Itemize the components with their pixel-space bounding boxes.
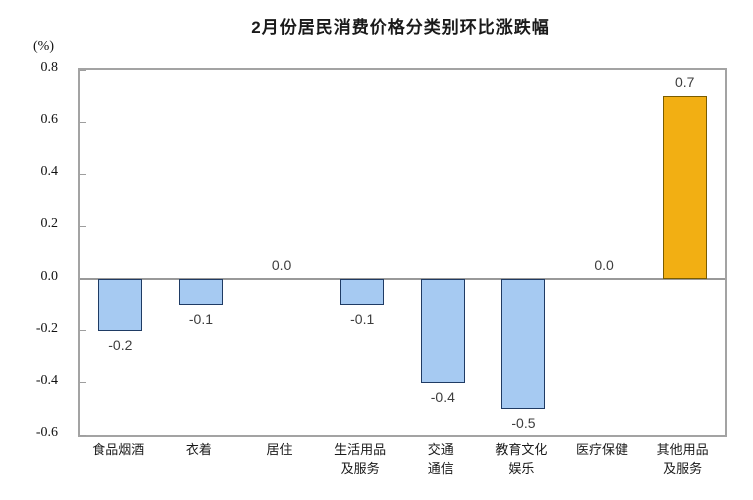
bar [340, 278, 385, 305]
y-axis-tick-mark [80, 225, 86, 227]
x-category-label: 生活用品 及服务 [334, 442, 387, 476]
bar-value-label: 0.0 [594, 256, 614, 273]
y-tick-label: 0.6 [40, 112, 59, 128]
x-category-label: 食品烟酒 [92, 442, 145, 457]
zero-axis-line [80, 277, 725, 280]
x-category-label: 医疗保健 [576, 442, 629, 457]
y-axis-tick-mark [80, 121, 86, 123]
y-tick-label: -0.6 [35, 425, 58, 440]
bar [662, 96, 707, 279]
x-category-label: 居住 [266, 442, 293, 457]
y-axis-tick-mark [80, 173, 86, 175]
bar [420, 278, 465, 383]
bar [178, 278, 223, 305]
y-tick-label: 0.2 [40, 216, 59, 232]
y-axis-tick-mark [80, 69, 86, 71]
y-tick-label: 0.8 [40, 60, 59, 75]
y-tick-label: 0.4 [40, 164, 59, 180]
x-category-label: 其他用品 及服务 [656, 442, 709, 476]
y-tick-label: -0.4 [35, 372, 58, 388]
bar-value-label: -0.4 [430, 388, 455, 405]
y-axis: 0.8 0.6 0.4 0.2 0.0 -0.2 -0.4 -0.6 [0, 60, 60, 440]
bar-value-label: 0.7 [674, 74, 695, 91]
x-category-label: 衣着 [185, 442, 212, 457]
y-tick-label: -0.2 [35, 320, 58, 336]
bar [501, 278, 546, 409]
bar [98, 278, 143, 331]
y-tick-label: 0.0 [40, 268, 59, 284]
bar-value-label: -0.5 [511, 414, 536, 431]
bar-value-label: -0.1 [188, 310, 213, 327]
bar-value-label: 0.0 [271, 256, 292, 273]
y-axis-tick-mark [80, 330, 86, 332]
bar-value-label: -0.2 [108, 336, 133, 353]
y-axis-tick-mark [80, 382, 86, 384]
chart-title: 2月份居民消费价格分类别环比涨跌幅 [251, 18, 550, 37]
bar-value-label: -0.1 [350, 310, 375, 327]
x-category-label: 交通 通信 [427, 442, 454, 476]
plot-area: -0.2 -0.1 0.0 -0.1 -0.4 -0.5 0.0 0.7 [78, 68, 727, 437]
x-category-label: 教育文化 娱乐 [495, 442, 548, 476]
y-axis-unit-label: (%) [33, 39, 54, 54]
y-axis-tick-mark [80, 434, 86, 436]
